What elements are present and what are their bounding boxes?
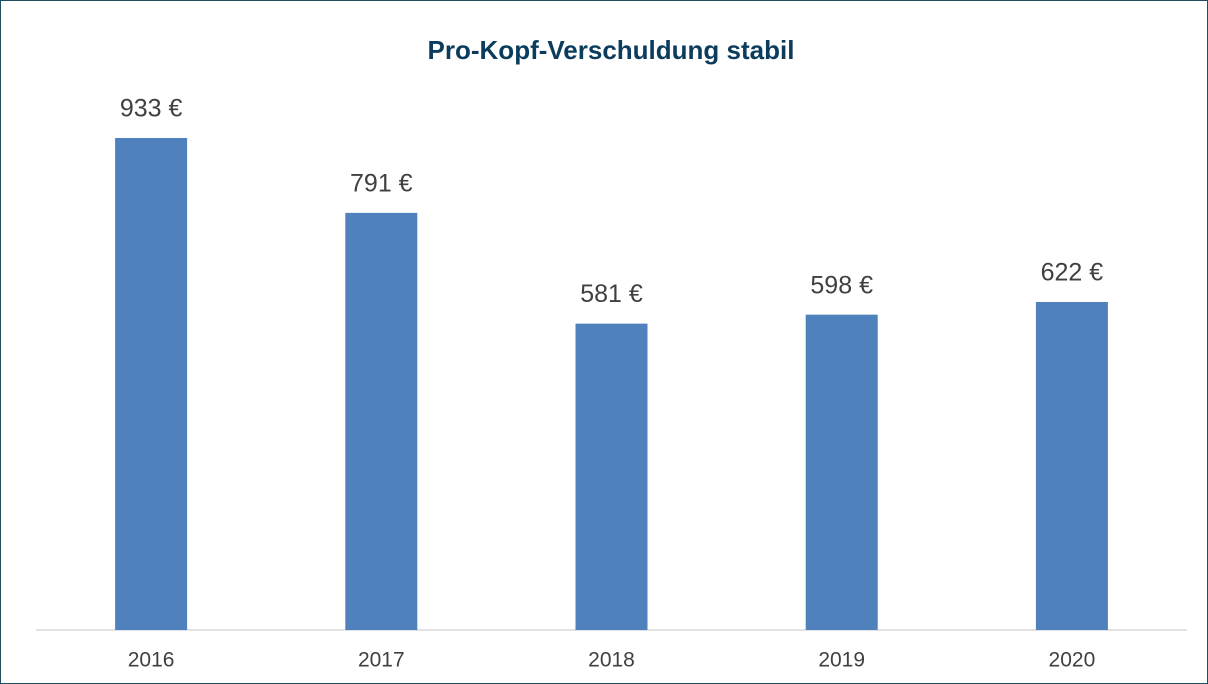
- data-label: 598 €: [810, 271, 873, 299]
- bar: [1035, 302, 1108, 630]
- bar: [115, 138, 188, 630]
- x-tick-label: 2016: [128, 649, 175, 672]
- x-tick-label: 2017: [358, 649, 405, 672]
- data-label: 622 €: [1041, 259, 1104, 287]
- chart-title: Pro-Kopf-Verschuldung stabil: [428, 35, 795, 65]
- data-label: 581 €: [580, 280, 643, 308]
- x-tick-label: 2018: [588, 649, 635, 672]
- x-tick-label: 2020: [1049, 649, 1096, 672]
- data-label: 791 €: [350, 169, 413, 197]
- data-label: 933 €: [120, 95, 183, 123]
- bar: [345, 212, 418, 630]
- bar: [805, 314, 878, 630]
- x-tick-label: 2019: [818, 649, 865, 672]
- bar: [575, 323, 648, 630]
